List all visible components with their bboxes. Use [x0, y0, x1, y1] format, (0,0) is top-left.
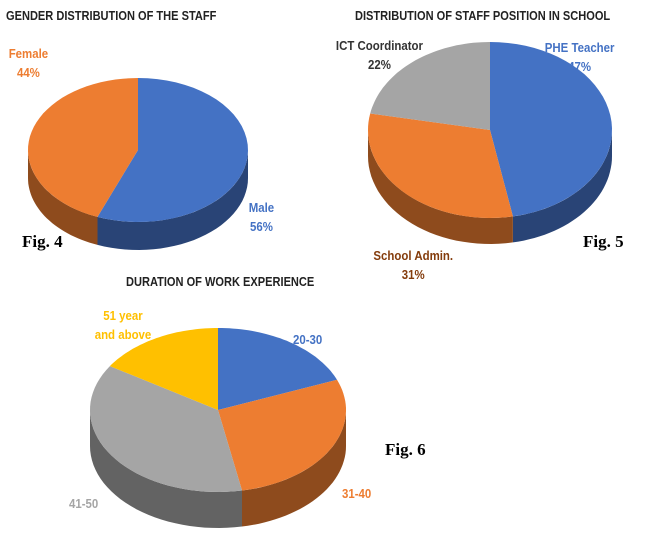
- fig5-caption: Fig. 5: [583, 232, 624, 251]
- fig4-label-female: Female 44%: [8, 46, 49, 80]
- fig4-side-female: [28, 150, 98, 245]
- fig4-caption: Fig. 4: [22, 232, 63, 251]
- fig6-side-31-40: [242, 410, 346, 527]
- fig4-slice-male: [97, 78, 248, 222]
- fig6-label-31-40: 31-40: [341, 486, 372, 501]
- fig6-label-51-above: 51 year and above: [94, 308, 152, 342]
- fig6-side-41-50: [90, 410, 242, 528]
- fig5-slice-ict-coordinator: [370, 42, 490, 130]
- fig6-label-41-50: 41-50: [68, 496, 99, 511]
- fig4-side-male: [97, 150, 248, 250]
- fig5-slice-phe-teacher: [490, 42, 612, 217]
- fig6-slice-51-year-and-above: [109, 328, 218, 410]
- fig6-label-20-30: 20-30: [292, 332, 323, 347]
- fig5-slice-school-admin-: [368, 113, 513, 218]
- fig6-slice-41-50: [90, 366, 242, 492]
- fig5-side-phe-teacher: [512, 130, 612, 243]
- fig6-title: DURATION OF WORK EXPERIENCE: [126, 274, 315, 289]
- fig5-label-ict: ICT Coordinator 22%: [335, 38, 424, 72]
- fig4-label-male: Male 56%: [248, 200, 275, 234]
- fig6-slice-20-30: [218, 328, 337, 410]
- fig5-title: DISTRIBUTION OF STAFF POSITION IN SCHOOL: [355, 8, 611, 23]
- fig6-caption: Fig. 6: [385, 440, 426, 459]
- fig4-title: GENDER DISTRIBUTION OF THE STAFF: [6, 8, 217, 23]
- fig5-label-phe: PHE Teacher 47%: [544, 40, 615, 74]
- fig5-label-admin: School Admin. 31%: [373, 248, 454, 282]
- fig5-side-school-admin-: [368, 130, 513, 244]
- fig6-slice-31-40: [218, 379, 346, 491]
- fig4-slice-female: [28, 78, 138, 217]
